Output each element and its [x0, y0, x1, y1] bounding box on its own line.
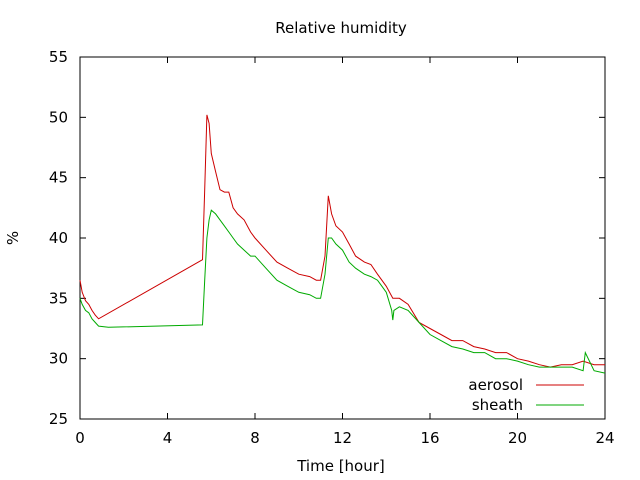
- legend-label-aerosol: aerosol: [468, 376, 523, 394]
- y-tick-label: 40: [49, 229, 68, 247]
- x-tick-label: 24: [595, 429, 614, 447]
- plot-frame: [79, 56, 606, 420]
- axis-ticks: 0 4 8 12 16 20 24 25 30 35 40 45 50 55: [49, 48, 615, 447]
- y-axis-label: %: [4, 231, 22, 245]
- x-tick-label: 4: [163, 429, 173, 447]
- x-axis-label: Time [hour]: [296, 457, 385, 475]
- legend-label-sheath: sheath: [472, 396, 523, 414]
- y-tick-label: 45: [49, 169, 68, 187]
- y-tick-label: 35: [49, 289, 68, 307]
- x-tick-label: 8: [250, 429, 260, 447]
- x-tick-label: 16: [420, 429, 439, 447]
- y-tick-label: 55: [49, 48, 68, 66]
- y-tick-label: 30: [49, 350, 68, 368]
- x-tick-label: 20: [508, 429, 527, 447]
- chart-title: Relative humidity: [275, 19, 407, 37]
- series-layer: [79, 114, 606, 374]
- series-line-sheath: [79, 209, 606, 374]
- y-tick-label: 50: [49, 108, 68, 126]
- x-tick-label: 0: [75, 429, 85, 447]
- x-tick-label: 12: [333, 429, 352, 447]
- legend: aerosol sheath: [468, 376, 584, 414]
- y-tick-label: 25: [49, 410, 68, 428]
- series-line-aerosol: [79, 114, 605, 368]
